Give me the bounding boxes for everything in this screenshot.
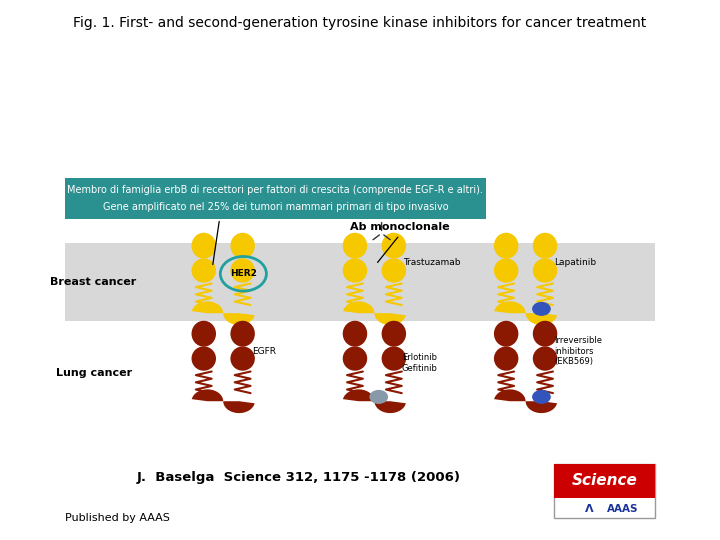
Text: Breast cancer: Breast cancer [50,278,137,287]
Text: Trastuzamab: Trastuzamab [403,259,461,267]
Wedge shape [494,389,526,401]
Ellipse shape [533,321,557,347]
Ellipse shape [343,259,367,283]
Ellipse shape [494,321,518,347]
Text: Ab monoclonale: Ab monoclonale [350,222,449,232]
Ellipse shape [192,347,216,370]
Text: Λ: Λ [585,504,594,514]
Wedge shape [223,313,255,325]
Ellipse shape [533,347,557,370]
Ellipse shape [343,347,367,370]
Wedge shape [343,301,374,313]
Text: AAAS: AAAS [607,504,639,514]
Ellipse shape [382,259,406,283]
Ellipse shape [382,347,406,370]
Wedge shape [343,389,374,401]
Wedge shape [526,401,557,413]
FancyBboxPatch shape [65,243,655,321]
Wedge shape [374,401,406,413]
Text: Erlotinib: Erlotinib [402,353,437,362]
Text: Published by AAAS: Published by AAAS [65,514,170,523]
FancyBboxPatch shape [554,464,655,498]
Ellipse shape [230,259,255,283]
Circle shape [369,390,388,404]
Ellipse shape [192,259,216,283]
Ellipse shape [192,321,216,347]
Text: J.  Baselga  Science 312, 1175 -1178 (2006): J. Baselga Science 312, 1175 -1178 (2006… [137,471,461,484]
Ellipse shape [230,321,255,347]
Ellipse shape [533,259,557,283]
Wedge shape [374,313,406,325]
Ellipse shape [343,321,367,347]
Wedge shape [494,301,526,313]
Ellipse shape [494,233,518,259]
Text: Gene amplificato nel 25% dei tumori mammari primari di tipo invasivo: Gene amplificato nel 25% dei tumori mamm… [102,202,449,212]
Text: Membro di famiglia erbB di recettori per fattori di crescita (comprende EGF-R e : Membro di famiglia erbB di recettori per… [68,185,483,194]
Wedge shape [526,313,557,325]
Text: HER2: HER2 [230,269,257,278]
Text: Irreversible
inhibitors
(EKB569): Irreversible inhibitors (EKB569) [554,336,603,366]
Text: Science: Science [572,473,638,488]
Circle shape [532,302,551,316]
Text: Gefitinib: Gefitinib [402,364,438,373]
Wedge shape [192,389,223,401]
Text: Lapatinib: Lapatinib [554,259,597,267]
Ellipse shape [382,233,406,259]
Ellipse shape [343,233,367,259]
Text: EGFR: EGFR [252,347,276,355]
FancyBboxPatch shape [554,464,655,518]
Wedge shape [192,301,223,313]
Ellipse shape [192,233,216,259]
Wedge shape [223,401,255,413]
Text: Fig. 1. First- and second-generation tyrosine kinase inhibitors for cancer treat: Fig. 1. First- and second-generation tyr… [73,16,647,30]
Text: Lung cancer: Lung cancer [55,368,132,377]
Ellipse shape [230,347,255,370]
Ellipse shape [494,259,518,283]
Ellipse shape [533,233,557,259]
Ellipse shape [494,347,518,370]
Ellipse shape [382,321,406,347]
Circle shape [532,390,551,404]
Ellipse shape [230,233,255,259]
FancyBboxPatch shape [65,178,486,219]
